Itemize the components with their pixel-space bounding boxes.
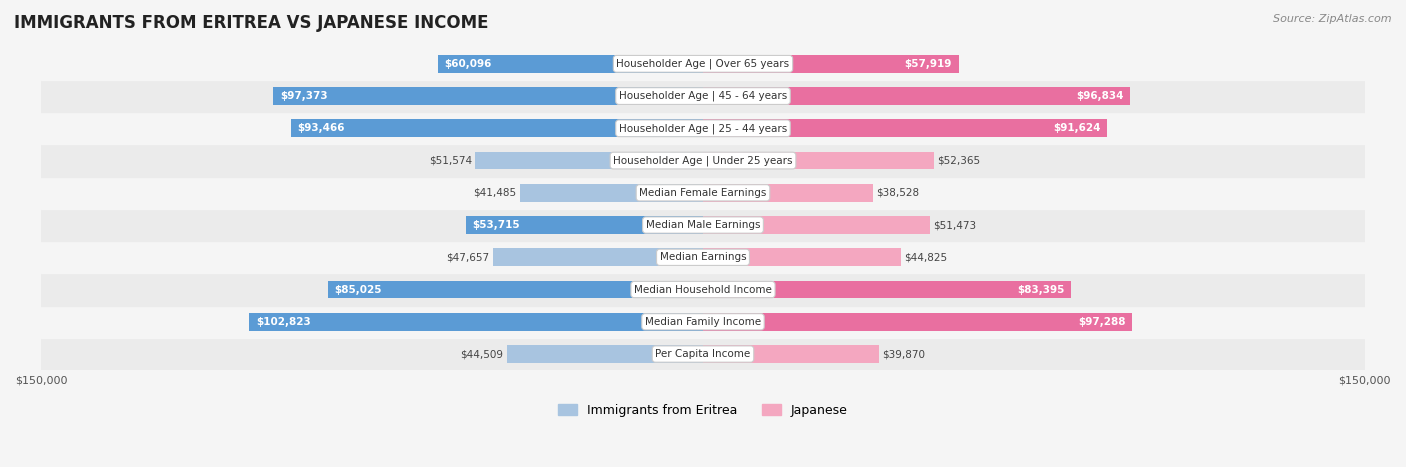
- Text: $85,025: $85,025: [335, 284, 382, 295]
- Bar: [41, 338, 1365, 370]
- Text: Median Family Income: Median Family Income: [645, 317, 761, 327]
- Text: $38,528: $38,528: [876, 188, 920, 198]
- Text: Householder Age | 45 - 64 years: Householder Age | 45 - 64 years: [619, 91, 787, 101]
- Text: $83,395: $83,395: [1017, 284, 1064, 295]
- Text: $39,870: $39,870: [882, 349, 925, 359]
- Bar: [41, 274, 1365, 306]
- Bar: [520, 184, 703, 202]
- Bar: [703, 345, 879, 363]
- Text: $41,485: $41,485: [474, 188, 516, 198]
- Legend: Immigrants from Eritrea, Japanese: Immigrants from Eritrea, Japanese: [553, 399, 853, 422]
- Bar: [703, 313, 1132, 331]
- Text: Householder Age | 25 - 44 years: Householder Age | 25 - 44 years: [619, 123, 787, 134]
- Bar: [703, 184, 873, 202]
- Bar: [465, 216, 703, 234]
- Text: $93,466: $93,466: [297, 123, 344, 133]
- Text: $102,823: $102,823: [256, 317, 311, 327]
- Text: Per Capita Income: Per Capita Income: [655, 349, 751, 359]
- Bar: [492, 248, 703, 266]
- Text: IMMIGRANTS FROM ERITREA VS JAPANESE INCOME: IMMIGRANTS FROM ERITREA VS JAPANESE INCO…: [14, 14, 488, 32]
- Text: $47,657: $47,657: [446, 252, 489, 262]
- Bar: [328, 281, 703, 298]
- Bar: [41, 177, 1365, 209]
- Bar: [249, 313, 703, 331]
- Text: $44,825: $44,825: [904, 252, 948, 262]
- Bar: [703, 216, 931, 234]
- Text: Median Household Income: Median Household Income: [634, 284, 772, 295]
- Text: $57,919: $57,919: [904, 59, 952, 69]
- Bar: [41, 241, 1365, 274]
- Text: $96,834: $96,834: [1076, 91, 1123, 101]
- Bar: [703, 87, 1130, 105]
- Text: $60,096: $60,096: [444, 59, 492, 69]
- Text: Median Male Earnings: Median Male Earnings: [645, 220, 761, 230]
- Bar: [703, 152, 934, 170]
- Bar: [703, 281, 1071, 298]
- Text: $51,574: $51,574: [429, 156, 472, 166]
- Text: Median Female Earnings: Median Female Earnings: [640, 188, 766, 198]
- Text: Median Earnings: Median Earnings: [659, 252, 747, 262]
- Text: $51,473: $51,473: [934, 220, 977, 230]
- Bar: [475, 152, 703, 170]
- Bar: [41, 80, 1365, 112]
- Text: $44,509: $44,509: [460, 349, 503, 359]
- Text: $97,288: $97,288: [1078, 317, 1126, 327]
- Bar: [291, 120, 703, 137]
- Bar: [506, 345, 703, 363]
- Bar: [703, 120, 1107, 137]
- Bar: [41, 209, 1365, 241]
- Text: $53,715: $53,715: [472, 220, 520, 230]
- Text: Source: ZipAtlas.com: Source: ZipAtlas.com: [1274, 14, 1392, 24]
- Bar: [41, 112, 1365, 144]
- Text: $97,373: $97,373: [280, 91, 328, 101]
- Bar: [703, 55, 959, 73]
- Text: Householder Age | Under 25 years: Householder Age | Under 25 years: [613, 156, 793, 166]
- Bar: [273, 87, 703, 105]
- Text: $52,365: $52,365: [938, 156, 980, 166]
- Bar: [703, 248, 901, 266]
- Bar: [41, 144, 1365, 177]
- Bar: [437, 55, 703, 73]
- Text: Householder Age | Over 65 years: Householder Age | Over 65 years: [616, 58, 790, 69]
- Text: $91,624: $91,624: [1053, 123, 1101, 133]
- Bar: [41, 306, 1365, 338]
- Bar: [41, 48, 1365, 80]
